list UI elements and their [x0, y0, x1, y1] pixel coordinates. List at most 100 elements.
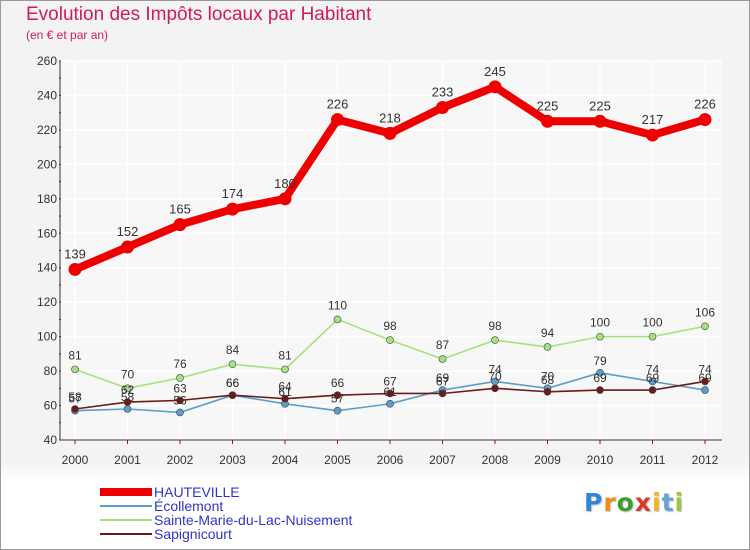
data-label-sainte-marie: 81: [278, 348, 292, 362]
data-label-hauteville: 225: [537, 98, 559, 113]
legend-swatch-hauteville: [100, 488, 152, 496]
data-label-sapignicourt: 69: [646, 371, 660, 385]
data-point-hauteville: [121, 240, 134, 254]
data-label-sainte-marie: 106: [695, 305, 715, 319]
data-point-sapignicourt: [123, 398, 132, 406]
data-point-ecollemont: [701, 386, 709, 394]
legend-label-sapignicourt: Sapignicourt: [154, 526, 232, 542]
data-label-hauteville: 233: [432, 85, 454, 100]
data-label-sainte-marie: 81: [68, 348, 82, 362]
data-point-sainte-marie: [701, 322, 709, 331]
data-point-ecollemont: [176, 408, 184, 417]
data-point-sapignicourt: [333, 391, 342, 400]
data-point-hauteville: [646, 128, 659, 142]
x-tick-label: 2005: [324, 453, 351, 467]
data-point-hauteville: [331, 113, 344, 127]
data-label-ecollemont: 74: [488, 362, 502, 376]
x-tick-label: 2004: [272, 453, 299, 467]
logo-letter: i: [652, 488, 662, 517]
data-label-sainte-marie: 110: [328, 298, 347, 312]
data-point-sapignicourt: [228, 391, 237, 400]
x-tick-label: 2009: [534, 453, 561, 467]
data-label-ecollemont: 66: [226, 376, 240, 390]
data-label-hauteville: 174: [222, 186, 244, 201]
data-label-ecollemont: 79: [593, 354, 607, 368]
y-tick-label: 160: [37, 226, 57, 240]
chart-subtitle: (en € et par an): [26, 28, 109, 42]
data-label-sapignicourt: 64: [278, 380, 292, 394]
data-label-ecollemont: 57: [68, 392, 82, 406]
data-label-sainte-marie: 100: [642, 316, 662, 330]
data-point-sainte-marie: [386, 336, 394, 344]
data-point-hauteville: [593, 114, 607, 128]
y-tick-label: 100: [37, 330, 57, 344]
legend-swatch-sainte-marie: [100, 519, 152, 521]
x-tick-label: 2012: [692, 453, 719, 467]
logo-letter: i: [674, 488, 685, 517]
x-tick-label: 2008: [482, 453, 509, 467]
data-label-sapignicourt: 70: [488, 369, 502, 383]
data-label-sapignicourt: 74: [698, 362, 712, 376]
logo-letter: o: [616, 488, 635, 517]
y-tick-label: 120: [37, 295, 57, 309]
data-point-sainte-marie: [543, 343, 552, 351]
data-point-sapignicourt: [281, 394, 289, 403]
y-tick-label: 200: [37, 157, 57, 171]
data-point-sainte-marie: [176, 374, 184, 382]
data-point-hauteville: [383, 126, 397, 140]
data-point-ecollemont: [648, 377, 657, 386]
data-point-ecollemont: [123, 405, 132, 413]
data-label-sapignicourt: 67: [383, 374, 397, 388]
data-label-sainte-marie: 87: [436, 338, 450, 352]
data-point-sainte-marie: [438, 355, 447, 363]
y-tick-label: 140: [37, 261, 57, 275]
proxiti-logo: Proxiti: [584, 488, 684, 517]
data-point-sainte-marie: [228, 360, 237, 369]
y-tick-label: 60: [44, 399, 58, 413]
x-tick-label: 2000: [62, 453, 89, 467]
y-tick-label: 240: [37, 88, 57, 102]
data-label-hauteville: 226: [694, 97, 716, 112]
data-label-hauteville: 180: [274, 176, 296, 191]
logo-letter: P: [584, 488, 604, 517]
data-label-hauteville: 217: [642, 112, 664, 127]
data-label-hauteville: 139: [64, 246, 86, 261]
x-tick-label: 2010: [587, 453, 614, 467]
y-tick-label: 40: [44, 433, 58, 447]
data-label-sapignicourt: 66: [226, 376, 240, 390]
data-label-ecollemont: 61: [278, 385, 292, 399]
data-point-ecollemont: [333, 406, 342, 415]
data-point-ecollemont: [596, 369, 604, 377]
data-label-sapignicourt: 58: [68, 390, 82, 404]
x-tick-label: 2011: [640, 453, 666, 467]
y-tick-label: 80: [44, 364, 58, 378]
logo-letter: t: [661, 488, 675, 517]
data-label-sainte-marie: 94: [541, 326, 555, 340]
data-point-hauteville: [541, 114, 554, 128]
data-label-sapignicourt: 66: [331, 376, 345, 390]
data-point-sainte-marie: [123, 384, 132, 393]
legend-swatch-ecollemont: [100, 505, 152, 507]
legend-swatch-sapignicourt: [100, 533, 152, 535]
data-point-sainte-marie: [491, 336, 499, 344]
data-point-sapignicourt: [386, 389, 394, 398]
data-point-sapignicourt: [543, 387, 552, 396]
data-point-hauteville: [173, 218, 187, 232]
logo-letter: x: [634, 488, 652, 517]
data-point-sapignicourt: [176, 396, 184, 405]
logo-letter: r: [603, 488, 617, 517]
line-chart: 40 60 80 100 120 140 160 180 200 220 240 260 2000 200…: [37, 54, 722, 467]
data-label-hauteville: 245: [484, 64, 506, 79]
data-label-sainte-marie: 100: [590, 316, 610, 330]
x-tick-label: 2003: [219, 453, 246, 467]
chart-title: Evolution des Impôts locaux par Habitant: [26, 4, 372, 25]
data-point-sainte-marie: [281, 365, 289, 374]
data-label-sainte-marie: 98: [488, 319, 502, 333]
x-tick-label: 2002: [167, 453, 194, 467]
x-tick-label: 2007: [429, 453, 456, 467]
data-point-hauteville: [278, 192, 292, 206]
data-label-sapignicourt: 69: [593, 371, 607, 385]
data-label-sainte-marie: 98: [383, 319, 397, 333]
data-point-hauteville: [68, 262, 82, 276]
data-label-sapignicourt: 68: [541, 373, 555, 387]
